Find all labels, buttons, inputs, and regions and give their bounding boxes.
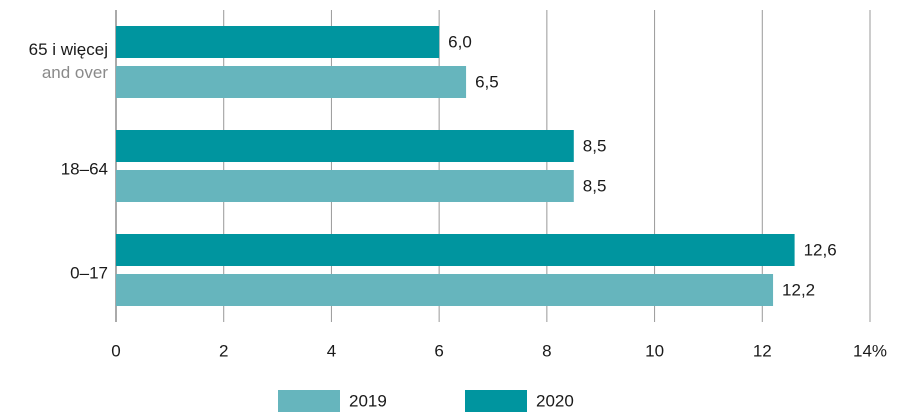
x-tick-label: 2 bbox=[219, 341, 228, 360]
bar bbox=[116, 234, 795, 266]
value-label: 12,6 bbox=[804, 240, 837, 259]
value-label: 12,2 bbox=[782, 280, 815, 299]
category-sublabel: and over bbox=[42, 63, 108, 82]
legend-swatch bbox=[278, 390, 340, 412]
category-label: 18–64 bbox=[61, 159, 108, 178]
x-tick-label: 10 bbox=[645, 341, 664, 360]
legend-swatch bbox=[465, 390, 527, 412]
bar bbox=[116, 130, 574, 162]
x-tick-label: 12 bbox=[753, 341, 772, 360]
x-tick-label: 8 bbox=[542, 341, 551, 360]
legend-label: 2019 bbox=[349, 391, 387, 410]
category-label: 65 i więcej bbox=[29, 40, 108, 59]
x-tick-label: 4 bbox=[327, 341, 336, 360]
value-label: 6,0 bbox=[448, 32, 472, 51]
bar bbox=[116, 170, 574, 202]
value-label: 8,5 bbox=[583, 136, 607, 155]
legend-label: 2020 bbox=[536, 391, 574, 410]
bar bbox=[116, 66, 467, 98]
value-label: 8,5 bbox=[583, 176, 607, 195]
value-label: 6,5 bbox=[475, 72, 499, 91]
x-tick-label: 0 bbox=[111, 341, 120, 360]
x-tick-label: 6 bbox=[434, 341, 443, 360]
category-label: 0–17 bbox=[70, 263, 108, 282]
x-tick-label: 14% bbox=[853, 341, 887, 360]
bar bbox=[116, 26, 440, 58]
bar bbox=[116, 274, 774, 306]
